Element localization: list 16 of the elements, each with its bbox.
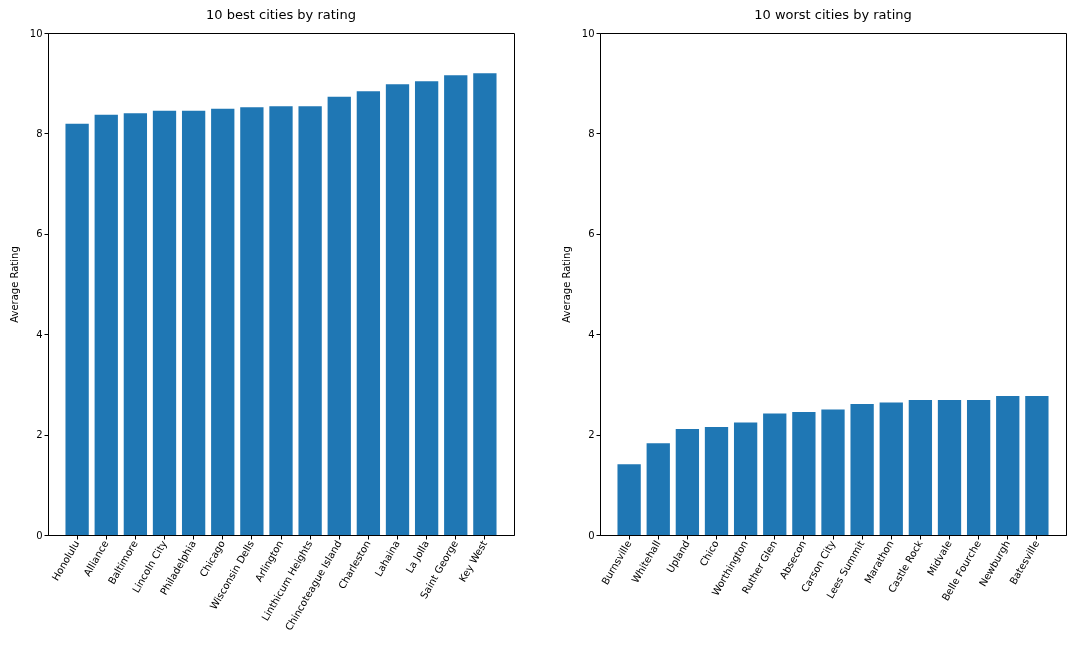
y-tick-label: 6 <box>36 228 43 240</box>
y-tick-label: 8 <box>588 127 595 139</box>
chart-title: 10 best cities by rating <box>206 7 356 22</box>
y-tick-label: 2 <box>588 429 595 441</box>
y-tick-label: 10 <box>29 27 43 39</box>
y-tick-label: 4 <box>36 328 43 340</box>
y-tick-label: 4 <box>588 328 595 340</box>
y-tick-label: 2 <box>36 429 43 441</box>
chart-title: 10 worst cities by rating <box>754 7 912 22</box>
y-tick-label: 0 <box>588 529 595 541</box>
y-tick-label: 10 <box>581 27 595 39</box>
y-tick-label: 8 <box>36 127 43 139</box>
y-tick-label: 0 <box>36 529 43 541</box>
y-axis-title: Average Rating <box>560 246 572 323</box>
y-tick-label: 6 <box>588 228 595 240</box>
y-axis-title: Average Rating <box>8 246 20 323</box>
